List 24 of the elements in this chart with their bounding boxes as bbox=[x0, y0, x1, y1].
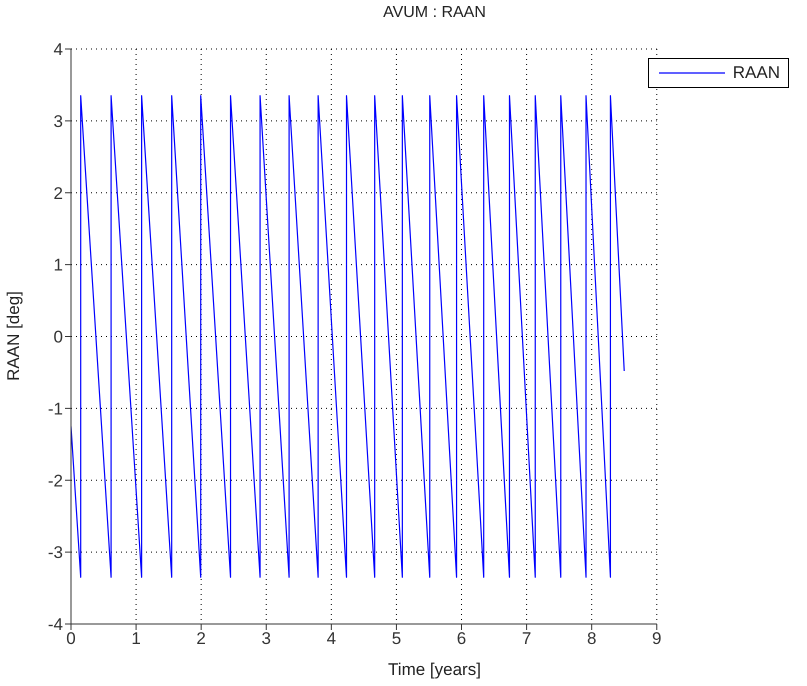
x-tick-label: 8 bbox=[586, 629, 596, 648]
x-tick-label: 4 bbox=[326, 629, 336, 648]
legend-label: RAAN bbox=[732, 63, 780, 83]
x-tick-label: 0 bbox=[66, 629, 76, 648]
x-tick-label: 2 bbox=[196, 629, 206, 648]
y-tick-label: -2 bbox=[48, 471, 63, 490]
x-axis-title: Time [years] bbox=[387, 660, 482, 680]
x-tick-label: 9 bbox=[652, 629, 662, 648]
y-axis-title: RAAN [deg] bbox=[4, 291, 24, 381]
y-tick-label: -3 bbox=[48, 543, 63, 562]
y-tick-label: 2 bbox=[54, 184, 63, 203]
y-tick-label: 4 bbox=[54, 40, 63, 60]
y-tick-label: 3 bbox=[54, 112, 63, 131]
y-tick-label: 0 bbox=[54, 328, 63, 347]
x-tick-label: 6 bbox=[456, 629, 466, 648]
x-tick-label: 7 bbox=[522, 629, 532, 648]
x-tick-label: 5 bbox=[392, 629, 402, 648]
x-tick-label: 1 bbox=[131, 629, 141, 648]
line-series bbox=[71, 95, 625, 578]
y-tick-label: -4 bbox=[48, 615, 63, 634]
chart-title: AVUM : RAAN bbox=[382, 4, 487, 22]
y-tick-label: -1 bbox=[48, 399, 63, 418]
y-tick-label: 1 bbox=[54, 256, 63, 275]
x-tick-label: 3 bbox=[262, 629, 271, 648]
